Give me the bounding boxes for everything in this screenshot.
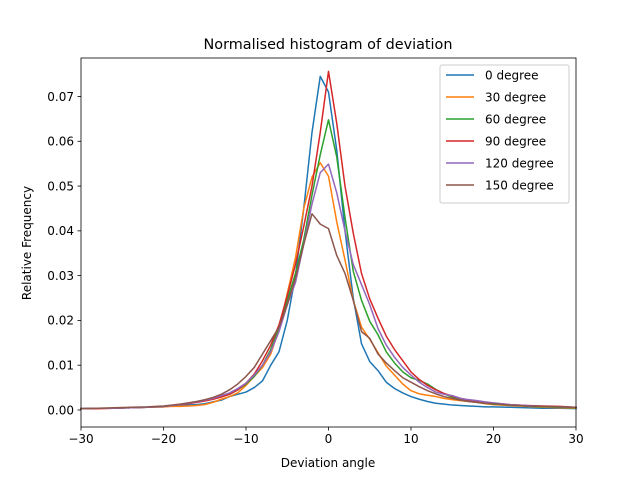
- legend-entry-5: 150 degree: [485, 178, 554, 192]
- x-tick-label: 30: [568, 432, 583, 446]
- series-line-0: [80, 75, 577, 410]
- x-axis: −30 −20 −10 0 10 20 30: [68, 427, 584, 446]
- y-tick-label: 0.04: [47, 224, 74, 238]
- legend: 0 degree 30 degree 60 degree 90 degree 120 d…: [439, 64, 570, 204]
- x-tick-label: 0: [325, 432, 333, 446]
- legend-entry-3: 90 degree: [485, 134, 546, 148]
- y-axis-label: Relative Frequency: [20, 186, 34, 300]
- y-axis: 0.00 0.01 0.02 0.03 0.04 0.05 0.06 0.07: [47, 90, 81, 417]
- x-tick-label: 10: [403, 432, 418, 446]
- x-tick-label: −30: [68, 432, 93, 446]
- x-axis-label: Deviation angle: [281, 456, 376, 470]
- y-tick-label: 0.03: [47, 269, 74, 283]
- legend-entry-0: 0 degree: [485, 68, 539, 82]
- y-tick-label: 0.05: [47, 179, 74, 193]
- legend-entry-2: 60 degree: [485, 112, 546, 126]
- x-tick-label: −10: [233, 432, 258, 446]
- y-tick-label: 0.06: [47, 135, 74, 149]
- x-tick-label: 20: [486, 432, 501, 446]
- y-tick-label: 0.02: [47, 314, 74, 328]
- chart-title: Normalised histogram of deviation: [204, 37, 453, 53]
- legend-entry-4: 120 degree: [485, 156, 554, 170]
- x-tick-label: −20: [151, 432, 176, 446]
- legend-box: [439, 64, 570, 204]
- y-tick-label: 0.00: [47, 403, 74, 417]
- y-tick-label: 0.07: [47, 90, 74, 104]
- legend-entry-1: 30 degree: [485, 90, 546, 104]
- y-tick-label: 0.01: [47, 359, 74, 373]
- series-line-5: [80, 213, 577, 410]
